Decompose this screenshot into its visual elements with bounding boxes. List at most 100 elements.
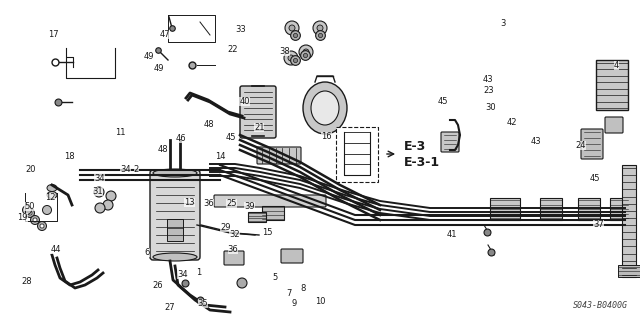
Text: 13: 13 [184,198,195,207]
Text: 26: 26 [153,281,163,290]
FancyBboxPatch shape [581,129,603,159]
Ellipse shape [28,211,32,215]
Text: 14: 14 [216,152,226,161]
Text: 43: 43 [483,75,493,84]
Ellipse shape [284,51,298,65]
Text: 45: 45 [225,133,236,142]
Text: 31: 31 [93,187,103,196]
Text: 48: 48 [158,145,168,154]
Ellipse shape [22,205,31,214]
Text: 7: 7 [287,289,292,298]
Text: 45: 45 [438,97,448,106]
Ellipse shape [303,49,309,55]
FancyBboxPatch shape [224,251,244,265]
FancyBboxPatch shape [257,147,301,164]
Text: 35: 35 [198,299,208,308]
Text: 23: 23 [483,86,493,95]
Text: E-3-1: E-3-1 [404,157,440,169]
Text: 47: 47 [160,30,170,39]
Bar [622,165,636,277]
Ellipse shape [47,191,57,198]
Text: 46: 46 [176,134,186,143]
Text: 4: 4 [614,61,619,70]
Bar [618,265,640,277]
Text: 41: 41 [447,230,457,239]
Text: 16: 16 [321,132,332,141]
Ellipse shape [289,25,295,31]
Text: 32: 32 [229,230,239,239]
Ellipse shape [40,224,44,228]
Bar [596,60,628,110]
Text: 17: 17 [48,30,58,39]
Ellipse shape [288,55,294,61]
Bar [336,127,378,182]
Bar [490,198,520,220]
Ellipse shape [95,203,105,213]
Ellipse shape [317,25,323,31]
Ellipse shape [47,184,57,191]
Text: 25: 25 [227,199,237,208]
Ellipse shape [311,91,339,125]
Text: 39: 39 [244,202,255,211]
FancyBboxPatch shape [605,117,623,133]
FancyBboxPatch shape [214,195,326,207]
Text: 21: 21 [254,123,264,132]
Ellipse shape [42,205,51,214]
Text: 22: 22 [227,45,237,54]
Bar [540,198,562,220]
Ellipse shape [153,253,197,261]
Text: 30: 30 [485,103,495,112]
Text: 34: 34 [94,174,104,182]
Text: 20: 20 [26,165,36,174]
FancyBboxPatch shape [150,170,200,260]
Ellipse shape [103,200,113,210]
Ellipse shape [26,209,35,218]
Bar [167,219,183,241]
Text: E-3: E-3 [404,140,426,153]
Text: 40: 40 [239,97,250,106]
Text: 28: 28 [22,277,32,286]
Text: 12: 12 [45,193,55,202]
Text: 8: 8 [300,284,305,293]
Text: 10: 10 [315,297,325,306]
Text: 29: 29 [220,223,230,232]
Text: 11: 11 [115,128,125,137]
Text: 33: 33 [236,25,246,34]
Text: 43: 43 [531,137,541,146]
Text: 9: 9 [292,299,297,308]
Text: 27: 27 [164,303,175,312]
Ellipse shape [106,191,116,201]
Text: 48: 48 [204,120,214,129]
Text: 50: 50 [24,202,35,211]
Text: 34: 34 [120,165,131,174]
Text: 37: 37 [593,220,604,229]
Ellipse shape [94,187,104,197]
Text: 36: 36 [204,199,214,208]
FancyBboxPatch shape [441,132,459,152]
Text: 44: 44 [51,245,61,254]
Text: 49: 49 [154,64,164,73]
Ellipse shape [33,218,37,222]
Bar [262,206,284,220]
Text: 36: 36 [228,245,238,254]
Text: 49: 49 [144,52,154,61]
Text: 5: 5 [273,273,278,282]
Text: 15: 15 [262,228,273,237]
Text: 34: 34 [177,271,188,279]
Ellipse shape [153,169,197,177]
Bar [248,212,266,222]
Text: S043-B0400G: S043-B0400G [573,300,627,309]
Text: 19: 19 [17,213,28,222]
Text: 6: 6 [145,248,150,256]
Text: 45: 45 [590,174,600,183]
FancyBboxPatch shape [281,249,303,263]
Bar [578,198,600,220]
Text: 38: 38 [280,48,290,56]
Ellipse shape [313,21,327,35]
Ellipse shape [31,216,40,225]
FancyBboxPatch shape [240,86,276,138]
Bar [610,198,628,220]
Text: 24: 24 [576,141,586,150]
Text: 1: 1 [196,268,201,277]
Ellipse shape [285,21,299,35]
